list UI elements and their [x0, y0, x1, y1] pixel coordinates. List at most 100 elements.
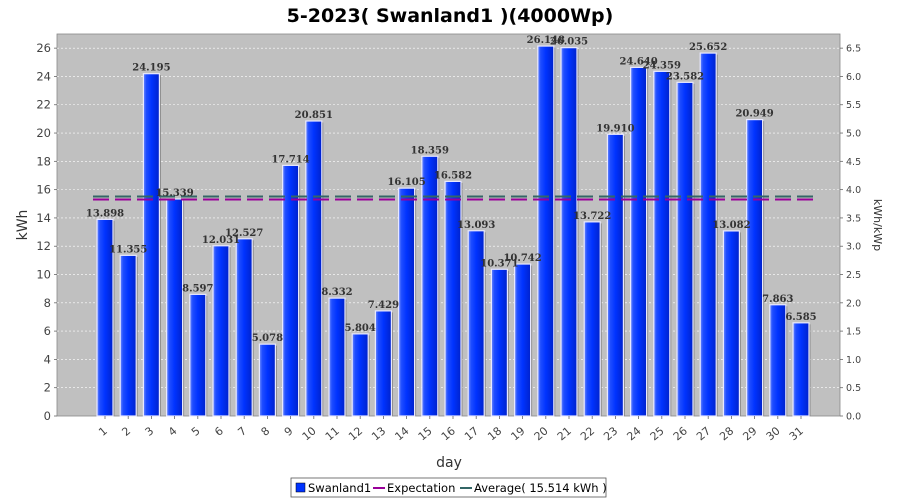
bar	[676, 81, 694, 417]
legend-label-average: Average( 15.514 kWh )	[474, 481, 607, 495]
y-tick-label: 6	[44, 324, 51, 338]
y-tick-label: 20	[36, 126, 51, 140]
bar-value-labels: 13.898 11.355 24.195 15.339 8.597 12.03112.52…	[86, 35, 817, 344]
y-tick-label: 16	[36, 183, 51, 197]
bar	[513, 263, 532, 417]
bar-value-label: 23.582	[666, 71, 704, 82]
legend: Swanland1 Expectation Average( 15.514 kW…	[290, 477, 607, 498]
bar-value-label: 13.082	[712, 220, 750, 231]
bar	[560, 47, 578, 417]
y-tick-label: 26	[36, 41, 51, 55]
legend-label-swanland1: Swanland1	[308, 481, 371, 495]
bar	[398, 187, 416, 417]
x-tick-label: 4	[166, 424, 180, 438]
bar	[745, 119, 764, 417]
bar	[769, 304, 787, 417]
x-tick-label: 31	[787, 424, 806, 443]
legend-swatch-swanland1	[295, 482, 306, 493]
bar	[189, 293, 207, 417]
y-tick-label: 8	[44, 296, 51, 310]
x-tick-label: 13	[369, 424, 388, 443]
bar-value-label: 16.105	[387, 177, 425, 188]
y-tick-label: 0	[44, 409, 51, 423]
bar-value-label: 18.359	[411, 145, 449, 156]
bar-value-label: 5.804	[345, 323, 376, 334]
bar-value-label: 13.722	[573, 211, 611, 222]
x-tick-label: 7	[235, 424, 249, 438]
bar-value-label: 24.359	[643, 60, 681, 71]
x-tick-label: 12	[346, 424, 365, 443]
bar	[374, 310, 392, 417]
y2-tick-label: 1.5	[846, 327, 861, 338]
y2-tick-label: 5.5	[846, 100, 861, 111]
bar-value-label: 26.148	[527, 35, 565, 46]
bar-value-label: 7.429	[368, 300, 399, 311]
y-axis-title: kWh	[15, 210, 31, 241]
bar	[212, 245, 230, 417]
y2-tick-label: 4.0	[846, 185, 861, 196]
bar-value-label: 8.597	[182, 283, 213, 294]
y2-tick-label: 4.5	[846, 157, 861, 168]
bar-value-label: 13.898	[86, 208, 124, 219]
y-tick-label: 2	[44, 381, 51, 395]
y2-tick-label: 1.0	[846, 355, 861, 366]
x-tick-label: 27	[694, 424, 713, 443]
bar	[119, 254, 137, 417]
bar-value-label: 16.582	[434, 170, 472, 181]
bar	[328, 297, 346, 417]
bar-value-label: 24.195	[132, 63, 170, 74]
x-tick-label: 1	[96, 424, 110, 438]
y-tick-label: 10	[36, 268, 51, 282]
bar	[653, 70, 671, 417]
y2-tick-label: 3.5	[846, 213, 861, 224]
y2-tick-label: 6.0	[846, 72, 861, 83]
x-tick-label: 18	[485, 424, 504, 443]
y2-tick-label: 0.5	[846, 383, 861, 394]
x-tick-label: 10	[300, 424, 319, 443]
y-tick-label: 18	[36, 154, 51, 168]
bar-value-label: 26.035	[550, 37, 588, 48]
x-tick-label: 14	[392, 424, 411, 443]
bar	[351, 333, 369, 417]
bar-value-label: 12.527	[225, 228, 263, 239]
bars	[96, 45, 811, 417]
bar-value-label: 20.851	[295, 110, 333, 121]
x-tick-label: 6	[212, 424, 226, 438]
bar-value-label: 15.339	[155, 188, 193, 199]
y2-tick-label: 0.0	[846, 412, 861, 423]
x-tick-label: 24	[624, 424, 643, 443]
x-tick-label: 19	[508, 424, 527, 443]
chart-title: 5-2023( Swanland1 )(4000Wp)	[287, 5, 614, 27]
bar-value-label: 7.863	[762, 294, 793, 305]
bar-value-label: 8.332	[321, 287, 352, 298]
bar-value-label: 19.910	[596, 123, 634, 134]
y2-axis-title: kWh/kWp	[871, 199, 884, 251]
y2-tick-label: 6.5	[846, 44, 861, 55]
x-tick-label: 25	[648, 424, 667, 443]
y2-tick-label: 2.0	[846, 298, 861, 309]
x-tick-label: 9	[282, 424, 296, 438]
bar-value-label: 17.714	[271, 154, 309, 165]
bar-value-label: 24.640	[619, 56, 657, 67]
reference-lines	[93, 195, 813, 201]
x-tick-label: 5	[189, 424, 203, 438]
y2-tick-label: 2.5	[846, 270, 861, 281]
x-tick-label: 23	[601, 424, 620, 443]
y-tick-label: 12	[36, 239, 51, 253]
bar	[699, 52, 717, 417]
y2-axis: 0.0 0.5 1.0 1.5 2.0 2.5 3.0 3.5 4.0 4.5 5.0 5.5 6.0 6…	[840, 44, 861, 423]
bar-value-label: 6.585	[785, 312, 816, 323]
legend-label-expectation: Expectation	[387, 481, 455, 495]
x-tick-label: 11	[323, 424, 342, 443]
x-tick-label: 17	[462, 424, 481, 443]
bar	[629, 66, 648, 417]
y-tick-label: 22	[36, 98, 51, 112]
y2-tick-label: 5.0	[846, 129, 861, 140]
bar	[583, 221, 601, 417]
bar	[606, 133, 625, 417]
bar	[490, 268, 508, 417]
bar	[537, 45, 555, 417]
bar	[235, 238, 253, 417]
